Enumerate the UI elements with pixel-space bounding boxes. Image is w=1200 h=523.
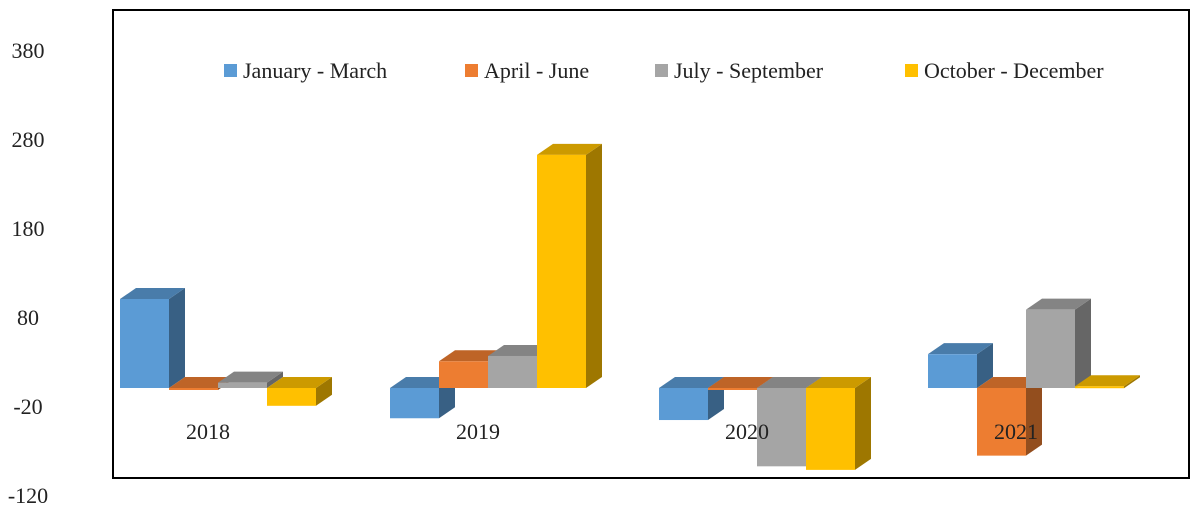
y-tick-label: 280 bbox=[12, 127, 45, 152]
y-tick-label: -20 bbox=[13, 394, 42, 419]
legend: January - March April - June July - Septem… bbox=[224, 58, 1104, 83]
bars bbox=[120, 143, 1140, 470]
bar-2021-january-march bbox=[928, 343, 993, 388]
legend-label: July - September bbox=[674, 58, 824, 83]
y-tick-label: 80 bbox=[17, 305, 39, 330]
legend-item: January - March bbox=[224, 58, 387, 83]
bar-2020-october-december bbox=[806, 377, 871, 470]
category-label: 2019 bbox=[456, 419, 500, 444]
category-label: 2018 bbox=[186, 419, 230, 444]
legend-swatch bbox=[905, 64, 918, 77]
legend-label: October - December bbox=[924, 58, 1104, 83]
bar-2019-october-december bbox=[537, 143, 602, 388]
category-label: 2020 bbox=[725, 419, 769, 444]
legend-label: April - June bbox=[484, 58, 589, 83]
legend-item: October - December bbox=[905, 58, 1104, 83]
bar-2018-january-march bbox=[120, 288, 185, 388]
plot-area-frame bbox=[112, 9, 1190, 479]
legend-item: April - June bbox=[465, 58, 589, 83]
legend-swatch bbox=[465, 64, 478, 77]
bar-2021-october-december bbox=[1075, 375, 1140, 389]
category-label: 2021 bbox=[994, 419, 1038, 444]
bar-2018-october-december bbox=[267, 377, 332, 406]
y-tick-label: 180 bbox=[12, 216, 45, 241]
bar-2021-april-june bbox=[977, 377, 1042, 456]
legend-label: January - March bbox=[243, 58, 387, 83]
legend-item: July - September bbox=[655, 58, 824, 83]
y-tick-label: 380 bbox=[12, 38, 45, 63]
legend-swatch bbox=[655, 64, 668, 77]
bar-2021-july-september bbox=[1026, 298, 1091, 388]
y-tick-label: -120 bbox=[8, 483, 48, 508]
y-axis: 380 280 180 80 -20 -120 bbox=[8, 38, 48, 508]
bar-2020-january-march bbox=[659, 377, 724, 421]
bar-2018-july-september bbox=[218, 371, 283, 388]
category-labels: 2018 2019 2020 2021 bbox=[186, 419, 1038, 444]
legend-swatch bbox=[224, 64, 237, 77]
